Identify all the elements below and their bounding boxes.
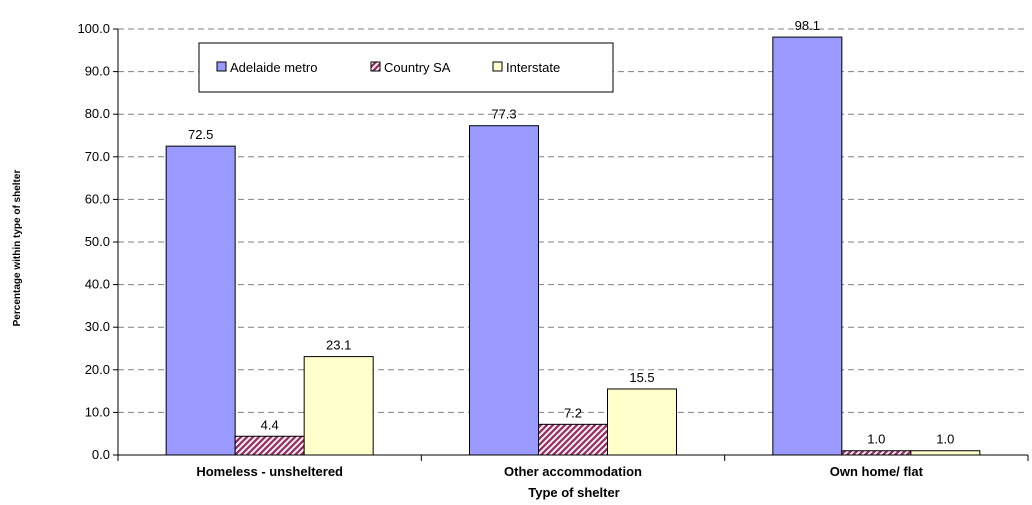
y-tick-label: 70.0 — [85, 149, 110, 164]
data-label: 1.0 — [936, 432, 954, 447]
legend: Adelaide metro Country SA Interstate — [198, 42, 614, 93]
y-tick-label: 0.0 — [92, 447, 110, 462]
bar — [910, 450, 981, 456]
y-tick-label: 60.0 — [85, 191, 110, 206]
bar — [607, 388, 677, 456]
data-labels: 72.5 4.4 23.1 77.3 7.2 15.5 98.1 1.0 1.0 — [188, 18, 954, 447]
category-label: Own home/ flat — [830, 464, 924, 479]
y-tick-labels: 0.0 10.0 20.0 30.0 40.0 50.0 60.0 70.0 80.0 90.0 1… — [77, 21, 110, 462]
bar — [538, 423, 608, 456]
y-tick-label: 40.0 — [85, 277, 110, 292]
data-label: 72.5 — [188, 127, 213, 142]
bar — [772, 36, 843, 456]
data-label: 98.1 — [795, 18, 820, 33]
legend-swatch — [492, 61, 503, 72]
data-label: 7.2 — [564, 405, 582, 420]
legend-label: Adelaide metro — [230, 60, 317, 75]
legend-label: Interstate — [506, 60, 560, 75]
bar — [469, 125, 539, 456]
category-labels: Homeless - unsheltered Other accommodatio… — [196, 464, 923, 479]
y-tick-label: 50.0 — [85, 234, 110, 249]
data-label: 77.3 — [491, 107, 516, 122]
x-tick-marks — [117, 455, 1029, 461]
legend-swatch — [216, 61, 227, 72]
category-label: Other accommodation — [504, 464, 642, 479]
bar — [234, 435, 305, 456]
bar — [841, 450, 912, 456]
y-tick-label: 20.0 — [85, 362, 110, 377]
data-label: 15.5 — [629, 370, 654, 385]
x-axis-title: Type of shelter — [528, 485, 620, 500]
bar — [165, 145, 236, 456]
y-tick-label: 10.0 — [85, 404, 110, 419]
y-tick-label: 90.0 — [85, 64, 110, 79]
category-label: Homeless - unsheltered — [196, 464, 343, 479]
axes — [113, 28, 1028, 456]
y-tick-label: 100.0 — [77, 21, 110, 36]
y-tick-label: 30.0 — [85, 319, 110, 334]
legend-box — [198, 42, 614, 93]
legend-label: Country SA — [384, 60, 451, 75]
legend-swatch — [370, 61, 381, 72]
data-label: 1.0 — [867, 432, 885, 447]
data-label: 23.1 — [326, 338, 351, 353]
y-tick-label: 80.0 — [85, 106, 110, 121]
bar — [303, 356, 374, 456]
bars — [165, 36, 981, 456]
data-label: 4.4 — [261, 417, 279, 432]
y-axis-title: Percentage within type of shelter — [12, 170, 23, 327]
